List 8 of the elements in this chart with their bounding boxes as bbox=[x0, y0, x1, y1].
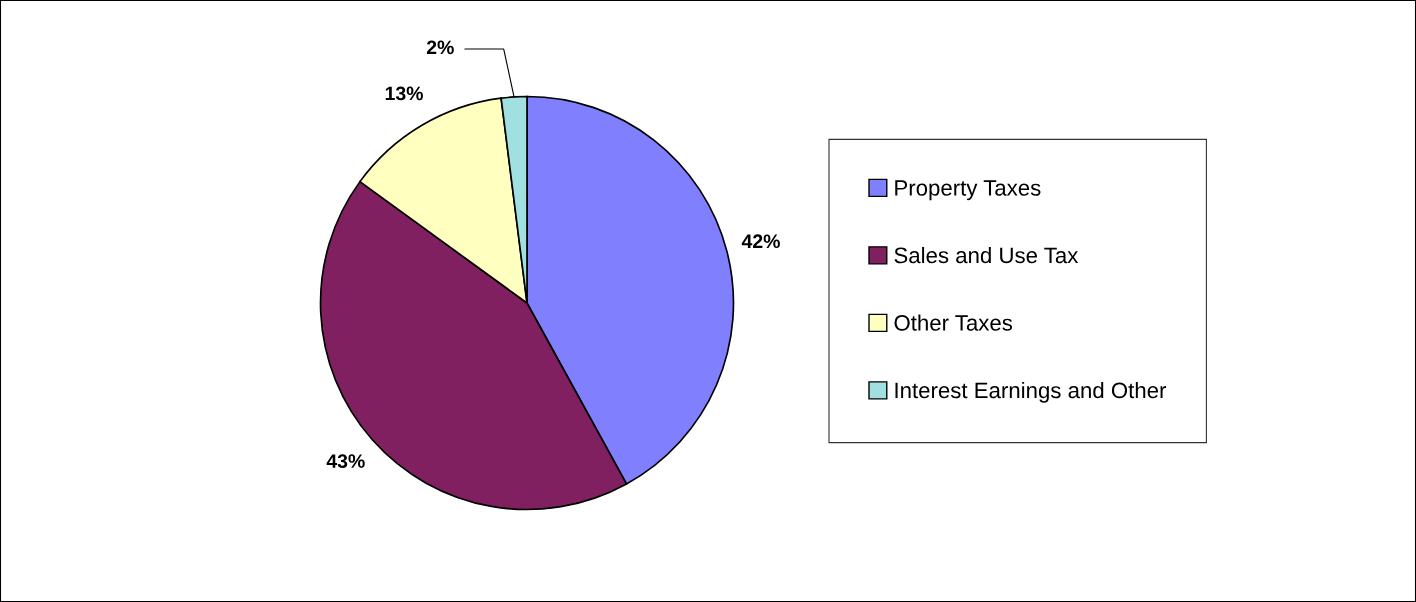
data-label: 13% bbox=[385, 86, 423, 101]
legend-label: Interest Earnings and Other bbox=[895, 381, 1167, 403]
legend-label: Sales and Use Tax bbox=[894, 246, 1079, 264]
data-label: 43% bbox=[326, 454, 365, 469]
legend-label: Other Taxes bbox=[894, 314, 1013, 331]
legend-label: Property Taxes bbox=[895, 180, 1041, 201]
data-label: 42% bbox=[741, 234, 780, 249]
data-label: 2% bbox=[426, 40, 454, 55]
